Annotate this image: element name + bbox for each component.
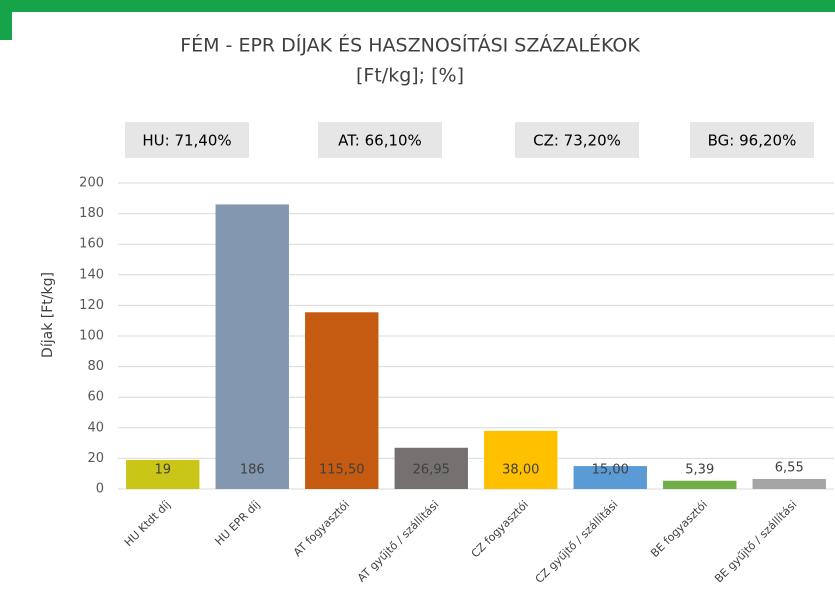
y-tick-label: 120 (79, 298, 104, 313)
bar (305, 312, 379, 489)
y-tick-label: 160 (79, 237, 104, 252)
y-tick-label: 180 (79, 206, 104, 221)
x-tick-label: BE gyűjtő / szállítási (712, 498, 799, 585)
y-tick-label: 60 (87, 390, 104, 405)
y-axis-label: Díjak [Ft/kg] (40, 272, 56, 358)
header-bar (0, 0, 835, 12)
data-label: 19 (154, 463, 171, 478)
data-label: 15,00 (592, 463, 629, 478)
annotation-box (690, 122, 814, 158)
bar (394, 447, 468, 489)
x-tick-label: CZ gyűjtő / szállítási (533, 498, 621, 586)
data-label: 38,00 (502, 463, 539, 478)
bar (484, 430, 558, 489)
bar (752, 478, 826, 489)
y-tick-label: 140 (79, 267, 104, 282)
x-tick-label: AT fogyasztói (291, 498, 352, 559)
annotation: CZ: 73,20% (533, 132, 621, 150)
chart-title: FÉM - EPR DÍJAK ÉS HASZNOSÍTÁSI SZÁZALÉK… (180, 34, 640, 57)
annotation-box (515, 122, 639, 158)
data-label: 26,95 (413, 463, 450, 478)
x-tick-label: AT gyűjtő / szállítási (355, 498, 442, 585)
y-tick-label: 0 (96, 482, 104, 497)
chart-subtitle: [Ft/kg]; [%] (356, 65, 464, 87)
annotation-box (125, 122, 249, 158)
bar (215, 204, 289, 490)
data-label: 5,39 (685, 462, 714, 477)
x-tick-label: BE fogyasztói (648, 498, 710, 560)
data-label: 6,55 (775, 460, 804, 475)
y-tick-label: 100 (79, 329, 104, 344)
x-tick-label: CZ fogyasztói (469, 498, 531, 560)
y-tick-label: 200 (79, 176, 104, 191)
annotation: AT: 66,10% (338, 132, 422, 150)
annotation: HU: 71,40% (142, 132, 231, 150)
header-corner (0, 0, 12, 40)
data-label: 115,50 (319, 463, 365, 478)
annotation-box (318, 122, 442, 158)
bar (126, 459, 200, 489)
y-tick-label: 20 (87, 451, 104, 466)
y-tick-label: 80 (87, 359, 104, 374)
bar (573, 466, 647, 489)
x-tick-label: HU Ktdt díj (122, 498, 173, 549)
data-label: 186 (240, 463, 265, 478)
x-tick-label: HU EPR díj (213, 498, 263, 548)
y-tick-label: 40 (87, 420, 104, 435)
annotation: BG: 96,20% (708, 132, 797, 150)
bar (663, 480, 737, 489)
